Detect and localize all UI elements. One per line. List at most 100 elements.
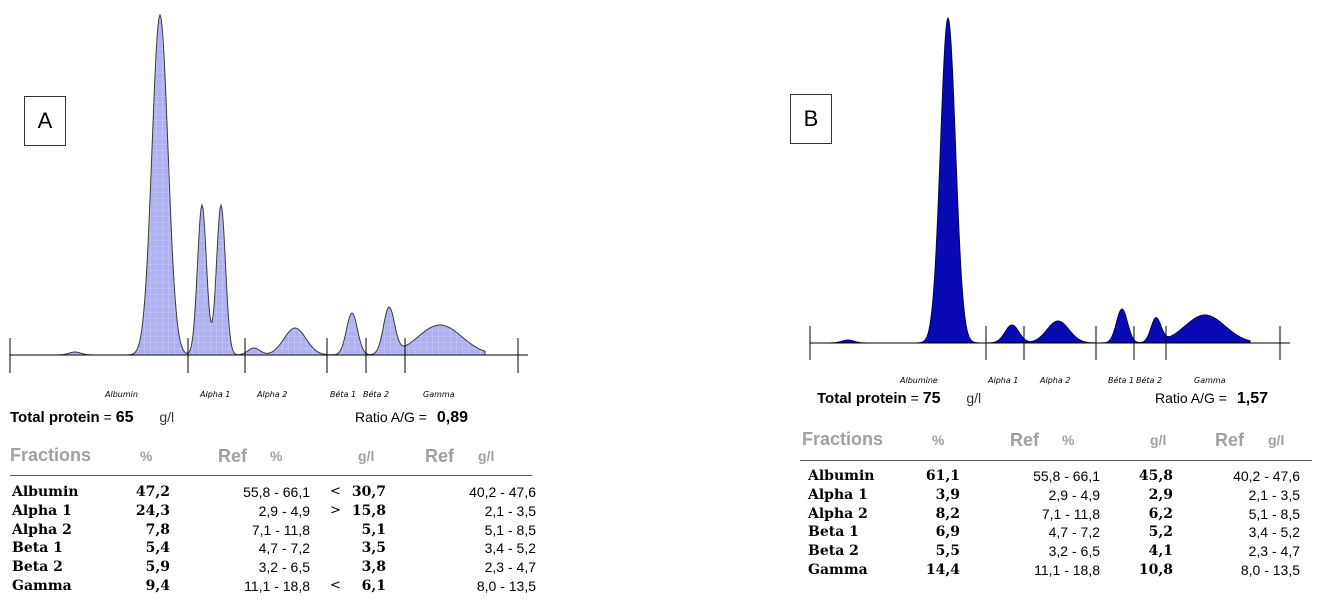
fraction-axis-label: Béta 1 [1108, 375, 1134, 385]
total-protein-unit: g/l [966, 390, 982, 406]
header-pct: % [932, 432, 945, 448]
header-fractions: Fractions [10, 445, 92, 465]
fraction-ref-percent: 2,9 - 4,9 [258, 502, 310, 519]
header-ref-gl: g/l [1268, 432, 1285, 448]
fraction-name: Alpha 1 [12, 502, 72, 519]
header-ref-2: Ref [1215, 430, 1245, 450]
fraction-name: Alpha 1 [808, 486, 868, 503]
fraction-ref-gl: 2,3 - 4,7 [1248, 543, 1300, 560]
fraction-gl: 6,2 [1148, 505, 1173, 522]
fraction-gl: 2,9 [1148, 486, 1173, 503]
fraction-ref-percent: 2,9 - 4,9 [1048, 486, 1100, 503]
fraction-percent: 9,4 [145, 578, 170, 594]
panel-b: Albumine Alpha 1 Alpha 2 Béta 1 Béta 2 Gamma … [790, 0, 1320, 605]
fraction-name: Beta 2 [12, 559, 63, 576]
fraction-ticks-b [809, 326, 1281, 360]
fraction-axis-label: Gamma [1194, 376, 1226, 385]
fraction-ref-gl: 5,1 - 8,5 [1248, 505, 1300, 522]
fraction-percent: 5,9 [145, 559, 170, 576]
total-protein-label: Total protein [10, 409, 100, 426]
fraction-gl: 6,1 [361, 578, 386, 594]
panel-label-b: B [790, 94, 832, 144]
fraction-axis-label: Alpha 2 [256, 390, 287, 399]
out-of-range-flag: > [330, 502, 341, 518]
ratio-ag-a: Ratio A/G = 0,89 [355, 409, 468, 427]
electrophoresis-curve-b: Albumine Alpha 1 Alpha 2 Béta 1 Béta 2 Gamma [809, 16, 1290, 385]
fraction-name: Beta 1 [12, 540, 63, 557]
fraction-gl: 3,8 [361, 559, 386, 576]
fraction-gl: 5,1 [361, 521, 386, 538]
fraction-percent: 47,2 [135, 484, 170, 500]
header-ref: Ref [1010, 430, 1040, 450]
total-protein-a: Total protein = 65 g/l [10, 409, 175, 426]
fraction-ref-percent: 55,8 - 66,1 [243, 484, 310, 500]
fraction-gl: 4,1 [1148, 543, 1173, 560]
total-protein-value: 75 [922, 390, 941, 407]
out-of-range-flag: < [330, 578, 341, 593]
header-ref-pct: % [270, 448, 283, 464]
fraction-name: Beta 2 [808, 543, 859, 560]
fraction-ref-gl: 2,3 - 4,7 [484, 559, 536, 576]
fraction-gl: 3,5 [361, 540, 386, 557]
fraction-ref-gl: 3,4 - 5,2 [1248, 524, 1300, 541]
fraction-axis-label: Albumine [899, 376, 938, 385]
header-divider-a [10, 475, 532, 476]
fraction-name: Alpha 2 [808, 505, 868, 522]
fraction-name: Gamma [808, 562, 868, 578]
fraction-ref-gl: 2,1 - 3,5 [484, 502, 536, 519]
electrophoresis-curve-a: Albumin Alpha 1 Alpha 2 Béta 1 Béta 2 Gamma [9, 13, 528, 399]
fraction-percent: 5,4 [145, 540, 170, 557]
curve-area-a [40, 13, 486, 356]
fraction-percent: 24,3 [135, 502, 170, 519]
fraction-name: Albumin [12, 484, 79, 500]
panel-label-a: A [24, 96, 66, 146]
fraction-ref-percent: 7,1 - 11,8 [1041, 505, 1100, 522]
fraction-gl: 5,2 [1148, 524, 1173, 541]
ratio-ag-b: Ratio A/G = 1,57 [1155, 390, 1268, 408]
fraction-percent: 5,5 [935, 543, 960, 560]
fraction-percent: 6,9 [935, 524, 960, 541]
ratio-value: 1,57 [1236, 390, 1269, 407]
fraction-ref-percent: 7,1 - 11,8 [251, 521, 310, 538]
panel-a: Albumin Alpha 1 Alpha 2 Béta 1 Béta 2 Gamma A… [0, 0, 560, 605]
header-ref-2: Ref [425, 446, 455, 466]
total-protein-label: Total protein [817, 390, 907, 407]
fraction-axis-label: Alpha 1 [987, 376, 1018, 385]
fraction-ref-percent: 4,7 - 7,2 [258, 540, 310, 557]
fraction-axis-label: Albumin [104, 390, 138, 399]
fraction-percent: 3,9 [935, 486, 960, 503]
fraction-ref-gl: 2,1 - 3,5 [1248, 486, 1300, 503]
header-pct: % [140, 448, 153, 464]
total-protein-unit: g/l [159, 409, 175, 425]
fraction-name: Alpha 2 [12, 521, 72, 538]
fraction-ref-percent: 4,7 - 7,2 [1048, 524, 1100, 541]
header-fractions: Fractions [802, 429, 884, 449]
header-gl: g/l [358, 448, 375, 464]
fraction-ticks-a [9, 338, 519, 373]
fraction-axis-label: Béta 2 [363, 389, 389, 399]
fraction-ref-percent: 11,1 - 18,8 [244, 578, 310, 594]
fraction-ref-percent: 55,8 - 66,1 [1033, 468, 1100, 484]
fraction-axis-label: Béta 1 [330, 389, 356, 399]
fraction-name: Albumin [808, 468, 875, 484]
header-ref: Ref [218, 446, 248, 466]
fraction-gl: 10,8 [1138, 562, 1173, 578]
fraction-ref-gl: 8,0 - 13,5 [476, 578, 536, 594]
fraction-ref-gl: 40,2 - 47,6 [469, 484, 536, 500]
ratio-label: Ratio A/G = [1155, 390, 1227, 406]
fraction-ref-gl: 3,4 - 5,2 [484, 540, 536, 557]
fraction-ref-gl: 8,0 - 13,5 [1240, 562, 1300, 578]
fraction-gl: 45,8 [1138, 468, 1173, 484]
fraction-name: Gamma [12, 578, 72, 594]
ratio-label: Ratio A/G = [355, 409, 427, 425]
header-ref-gl: g/l [478, 448, 495, 464]
fraction-ref-percent: 11,1 - 18,8 [1034, 562, 1100, 578]
fraction-gl: 30,7 [351, 484, 386, 500]
fraction-percent: 14,4 [925, 562, 960, 578]
fraction-ref-gl: 5,1 - 8,5 [484, 521, 536, 538]
fraction-gl: 15,8 [351, 502, 386, 519]
fraction-axis-label: Béta 2 [1136, 375, 1162, 385]
header-gl: g/l [1150, 432, 1167, 448]
fraction-percent: 61,1 [925, 468, 960, 484]
out-of-range-flag: < [330, 484, 341, 499]
